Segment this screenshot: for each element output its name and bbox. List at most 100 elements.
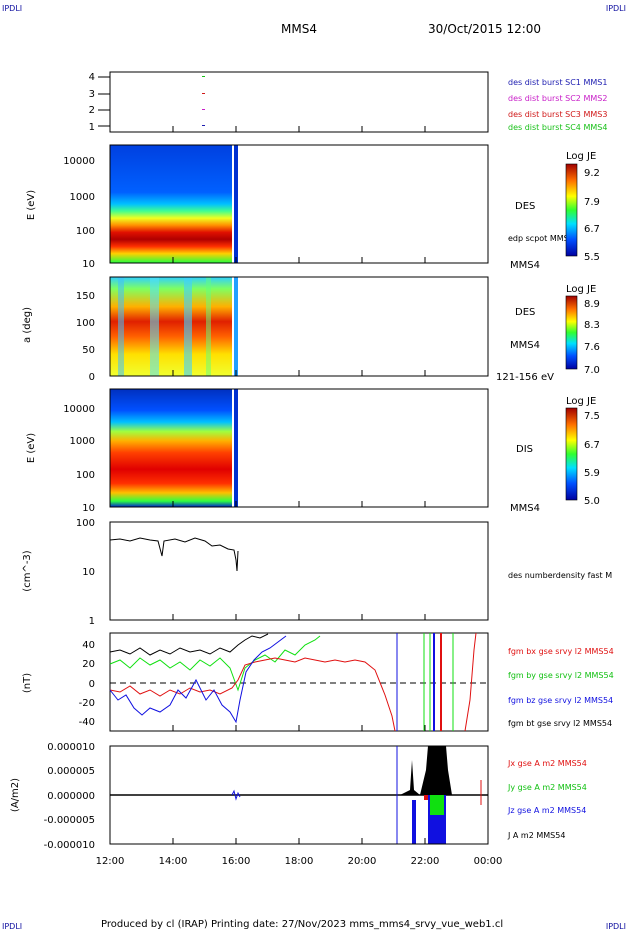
colorbar-tick: 7.9 bbox=[584, 197, 600, 208]
panel-burst-yticks: 4 3 2 1 bbox=[89, 72, 110, 133]
y-axis-label: a (deg) bbox=[22, 307, 33, 343]
y-axis-label: (A/m2) bbox=[10, 778, 21, 812]
legend-jy: Jy gse A m2 MMS54 bbox=[507, 783, 587, 792]
burst-mark-sc4 bbox=[202, 76, 205, 77]
ytick: 0.000005 bbox=[47, 766, 95, 777]
bx-line bbox=[109, 657, 396, 732]
legend-bt: fgm bt gse srvy l2 MMS54 bbox=[508, 719, 612, 728]
ytick: -40 bbox=[79, 717, 95, 728]
legend-bz: fgm bz gse srvy l2 MMS54 bbox=[508, 696, 613, 705]
x-tick-label: 14:00 bbox=[159, 856, 188, 867]
legend-j: J A m2 MMS54 bbox=[507, 831, 565, 840]
ytick: 20 bbox=[82, 659, 95, 670]
burst-mark-sc2 bbox=[202, 109, 205, 110]
ytick: 10000 bbox=[63, 156, 95, 167]
ytick: -20 bbox=[79, 698, 95, 709]
legend-sc3: des dist burst SC3 MMS3 bbox=[508, 110, 607, 119]
jz-burst bbox=[412, 800, 416, 844]
bz-line bbox=[109, 635, 287, 724]
ytick: 1 bbox=[89, 122, 95, 133]
x-tick-label: 00:00 bbox=[474, 856, 503, 867]
colorbar-tick: 9.2 bbox=[584, 168, 600, 179]
x-axis-ticks: 12:00 14:00 16:00 18:00 20:00 22:00 00:00 bbox=[96, 126, 503, 867]
panel-density: 100 10 1 (cm^-3) des numberdensity fast … bbox=[22, 518, 612, 627]
bx-line bbox=[464, 632, 477, 732]
ytick: 0 bbox=[89, 372, 95, 383]
density-line bbox=[109, 537, 239, 572]
legend-sc1: des dist burst SC1 MMS1 bbox=[508, 78, 607, 87]
legend-bx: fgm bx gse srvy l2 MMS54 bbox=[508, 647, 614, 656]
panel-sublabel: MMS4 bbox=[510, 503, 540, 514]
x-tick-label: 20:00 bbox=[348, 856, 377, 867]
ytick: 100 bbox=[76, 226, 95, 237]
colorbar-title: Log JE bbox=[566, 396, 596, 407]
ytick: 1000 bbox=[70, 192, 95, 203]
x-tick-label: 16:00 bbox=[222, 856, 251, 867]
corner-label-top-right: IPDLI bbox=[605, 4, 626, 13]
colorbar-tick: 5.9 bbox=[584, 468, 600, 479]
j-noise bbox=[231, 789, 241, 801]
by-line bbox=[109, 635, 321, 692]
jy-burst bbox=[430, 795, 444, 815]
panel-sublabel: MMS4 bbox=[510, 260, 540, 271]
bt-line bbox=[109, 633, 269, 656]
ytick: 10 bbox=[82, 503, 95, 514]
panel-label: DES bbox=[515, 307, 535, 318]
ytick: 10000 bbox=[63, 404, 95, 415]
legend-by: fgm by gse srvy l2 MMS54 bbox=[508, 671, 614, 680]
panel-current: 0.000010 0.000005 0.000000 -0.000005 -0.… bbox=[10, 742, 587, 851]
ytick: -0.000005 bbox=[44, 815, 95, 826]
panel-bfield: 40 20 0 -20 -40 (nT) fgm bx gse srvy l2 … bbox=[22, 632, 614, 732]
legend-jx: Jx gse A m2 MMS54 bbox=[507, 759, 587, 768]
datetime-title: 30/Oct/2015 12:00 bbox=[428, 22, 542, 36]
corner-label-top-left: IPDLI bbox=[2, 4, 23, 13]
panel-label: DIS bbox=[516, 444, 533, 455]
ytick: 1 bbox=[89, 616, 95, 627]
colorbar-tick: 5.0 bbox=[584, 496, 600, 507]
x-tick-label: 22:00 bbox=[411, 856, 440, 867]
overlay-label: edp scpot MMS4 bbox=[508, 234, 574, 243]
panel-des-energy: 10000 1000 100 10 E (eV) DES edp scpot M… bbox=[26, 144, 600, 271]
x-tick-label: 18:00 bbox=[285, 856, 314, 867]
x-tick-label: 12:00 bbox=[96, 856, 125, 867]
colorbar-tick: 8.9 bbox=[584, 299, 600, 310]
colorbar-title: Log JE bbox=[566, 151, 596, 162]
panel-label: DES bbox=[515, 201, 535, 212]
ytick: 0 bbox=[89, 679, 95, 690]
ytick: 100 bbox=[76, 318, 95, 329]
corner-label-bottom-left: IPDLI bbox=[2, 922, 23, 931]
ytick: 100 bbox=[76, 518, 95, 529]
ytick: 150 bbox=[76, 291, 95, 302]
panel-burst-legend: des dist burst SC1 MMS1 des dist burst S… bbox=[508, 78, 607, 132]
ytick: 1000 bbox=[70, 436, 95, 447]
y-axis-label: (cm^-3) bbox=[22, 550, 33, 591]
colorbar-tick: 6.7 bbox=[584, 224, 600, 235]
y-axis-label: E (eV) bbox=[26, 433, 37, 463]
ytick: 2 bbox=[89, 105, 95, 116]
burst-mark-sc1 bbox=[202, 125, 205, 126]
legend-jz: Jz gse A m2 MMS54 bbox=[507, 806, 586, 815]
colorbar-tick: 6.7 bbox=[584, 440, 600, 451]
ytick: 40 bbox=[82, 640, 95, 651]
ytick: -0.000010 bbox=[44, 840, 95, 851]
legend-sc4: des dist burst SC4 MMS4 bbox=[508, 123, 607, 132]
ytick: 10 bbox=[82, 259, 95, 270]
colorbar-tick: 7.0 bbox=[584, 365, 600, 376]
panel-sublabel: MMS4 bbox=[510, 340, 540, 351]
ytick: 100 bbox=[76, 470, 95, 481]
colorbar-tick: 7.6 bbox=[584, 342, 600, 353]
colorbar-tick: 5.5 bbox=[584, 252, 600, 263]
footer-text: Produced by cl (IRAP) Printing date: 27/… bbox=[101, 919, 504, 930]
ytick: 0.000000 bbox=[47, 791, 95, 802]
series-label: des numberdensity fast M bbox=[508, 571, 612, 580]
legend-sc2: des dist burst SC2 MMS2 bbox=[508, 94, 607, 103]
panel-dis-energy: 10000 1000 100 10 E (eV) DIS MMS4 Log JE… bbox=[26, 388, 600, 514]
ytick: 10 bbox=[82, 567, 95, 578]
burst-mark-sc3 bbox=[202, 93, 205, 94]
energy-range-label: 121-156 eV bbox=[496, 372, 554, 383]
ytick: 3 bbox=[89, 89, 95, 100]
y-axis-label: E (eV) bbox=[26, 190, 37, 220]
panel-burst bbox=[109, 71, 489, 133]
spacecraft-title: MMS4 bbox=[281, 22, 317, 36]
ytick: 4 bbox=[89, 72, 95, 83]
